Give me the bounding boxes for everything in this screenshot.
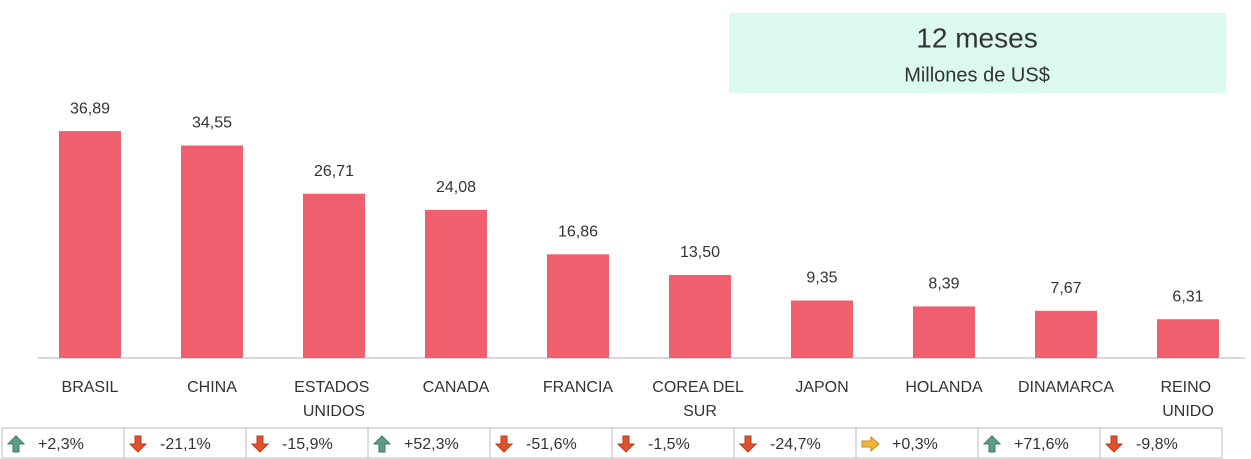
change-label: +2,3% — [38, 436, 84, 453]
value-label: 24,08 — [436, 179, 476, 196]
arrow-up — [6, 435, 26, 453]
change-label: -9,8% — [1136, 436, 1178, 453]
x-tick-label: JAPON — [795, 379, 848, 396]
change-label: -24,7% — [770, 436, 821, 453]
change-arrow — [6, 435, 26, 453]
change-arrow — [128, 435, 148, 453]
value-label: 8,39 — [928, 276, 959, 293]
change-arrow — [494, 435, 514, 453]
bar — [913, 306, 975, 358]
value-label: 16,86 — [558, 224, 598, 241]
x-tick-label: CANADA — [423, 379, 490, 396]
change-arrow — [250, 435, 270, 453]
chart-subtitle: Millones de US$ — [904, 64, 1050, 86]
value-label: 7,67 — [1050, 280, 1081, 297]
bar — [791, 300, 853, 358]
value-label: 26,71 — [314, 163, 354, 180]
arrow-down — [616, 435, 636, 453]
change-label: +52,3% — [404, 436, 459, 453]
x-tick-label: HOLANDA — [905, 379, 983, 396]
bar — [59, 131, 121, 358]
x-tick-label: FRANCIA — [543, 379, 614, 396]
x-tick-label: REINO UNIDO — [1160, 379, 1215, 420]
change-arrow — [1104, 435, 1124, 453]
value-label: 34,55 — [192, 115, 232, 132]
x-tick-label: COREA DEL SUR — [652, 379, 747, 420]
bar — [303, 193, 365, 358]
value-label: 9,35 — [806, 270, 837, 287]
value-label: 6,31 — [1172, 288, 1203, 305]
change-label: -21,1% — [160, 436, 211, 453]
arrow-up — [982, 435, 1002, 453]
change-label: -51,6% — [526, 436, 577, 453]
change-arrow — [738, 435, 758, 453]
change-label: +0,3% — [892, 436, 938, 453]
arrow-up — [372, 435, 392, 453]
change-arrow — [372, 435, 392, 453]
bar — [1035, 310, 1097, 358]
x-tick-label: CHINA — [187, 379, 237, 396]
change-cell — [1099, 427, 1223, 459]
x-tick-label: DINAMARCA — [1018, 379, 1114, 396]
arrow-down — [128, 435, 148, 453]
arrow-down — [494, 435, 514, 453]
bar — [181, 145, 243, 358]
bar — [425, 209, 487, 358]
arrow-down — [250, 435, 270, 453]
bar — [547, 254, 609, 358]
bar — [1157, 319, 1219, 358]
chart-title: 12 meses — [916, 22, 1037, 53]
value-label: 13,50 — [680, 244, 720, 261]
change-arrow — [616, 435, 636, 453]
bar — [669, 274, 731, 358]
change-label: -15,9% — [282, 436, 333, 453]
value-label: 36,89 — [70, 100, 110, 117]
arrow-down — [1104, 435, 1124, 453]
change-label: +71,6% — [1014, 436, 1069, 453]
arrow-down — [738, 435, 758, 453]
x-tick-label: BRASIL — [62, 379, 119, 396]
change-label: -1,5% — [648, 436, 690, 453]
x-tick-label: ESTADOS UNIDOS — [294, 379, 374, 420]
title-box — [729, 13, 1226, 93]
change-arrow — [982, 435, 1002, 453]
change-arrow — [861, 435, 880, 453]
arrow-right — [861, 435, 880, 453]
